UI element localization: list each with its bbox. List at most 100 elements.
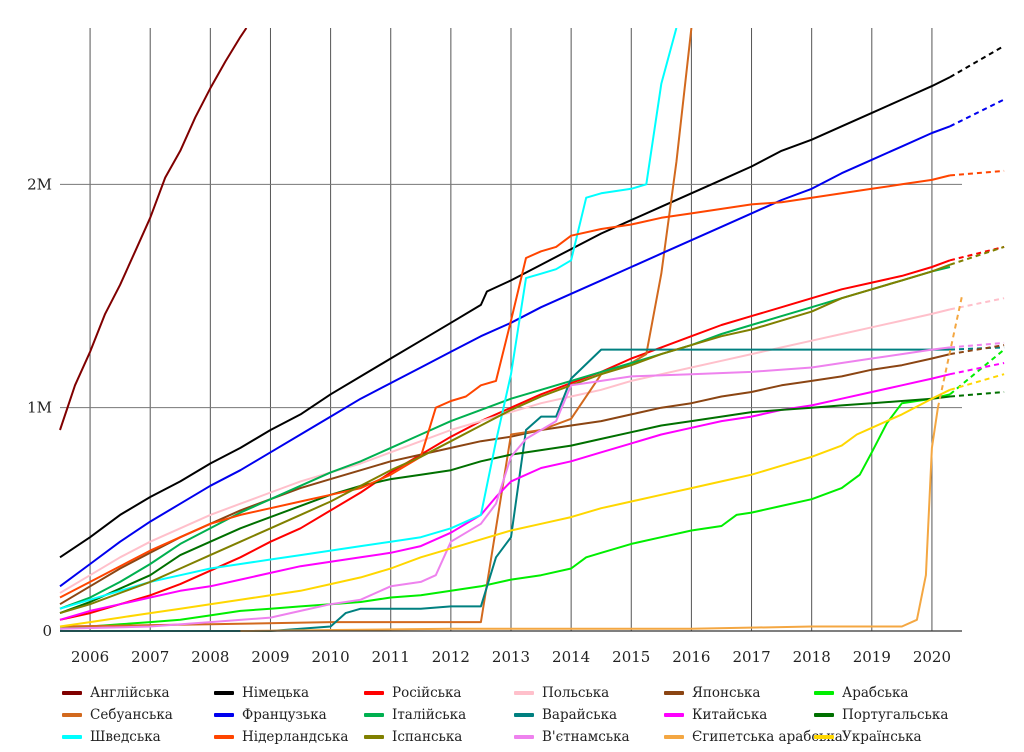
- series-line-в-єтнамська: [59, 346, 951, 630]
- series-line-російська: [59, 259, 951, 621]
- x-tick-label: 2006: [71, 648, 109, 666]
- legend-item: Нідерландська: [214, 726, 348, 748]
- y-tick-label: 0: [42, 622, 52, 640]
- legend-label: Італійська: [392, 707, 467, 723]
- legend-item: Італійська: [364, 704, 466, 726]
- legend-swatch: [514, 691, 534, 695]
- projection-line-в-єтнамська: [949, 341, 1005, 349]
- x-tick-label: 2011: [372, 648, 410, 666]
- legend-swatch: [664, 691, 684, 695]
- series-line-англійська: [59, 28, 248, 431]
- projection-line-українська: [949, 373, 1005, 391]
- legend-label: Німецька: [242, 685, 310, 701]
- axes: 2006 2007 2008 2009 2010 2011 2012 2013 2014 2015…: [27, 175, 962, 666]
- series-line-себуанська: [59, 28, 693, 628]
- legend-label: Російська: [392, 685, 462, 701]
- legend-label: Китайська: [692, 707, 768, 723]
- legend-swatch: [814, 735, 834, 739]
- legend-item: Єгипетська арабська: [664, 726, 843, 748]
- x-tick-label: 2017: [732, 648, 770, 666]
- legend-swatch: [814, 691, 834, 695]
- legend-item: Себуанська: [62, 704, 173, 726]
- legend-item: Іспанська: [364, 726, 462, 748]
- y-tick-label: 2M: [27, 175, 52, 193]
- legend-item: Арабська: [814, 682, 908, 704]
- projection-line-арабська: [949, 348, 1005, 396]
- series-line-французька: [59, 125, 951, 588]
- legend-label: Французька: [242, 707, 327, 723]
- projection-line-японська: [949, 344, 1005, 356]
- legend-swatch: [214, 735, 234, 739]
- series-lines: [59, 28, 951, 632]
- projection-lines: [936, 45, 1005, 408]
- series-line-шведська: [59, 28, 678, 610]
- projection-line-французька: [949, 98, 1005, 128]
- projection-line-португальська: [949, 391, 1005, 398]
- legend-label: Себуанська: [90, 707, 173, 723]
- legend-item: Польська: [514, 682, 609, 704]
- x-tick-label: 2009: [251, 648, 289, 666]
- legend-label: Англійська: [90, 685, 170, 701]
- legend-swatch: [514, 713, 534, 717]
- projection-line-іспанська: [949, 245, 1005, 266]
- legend-swatch: [664, 735, 684, 739]
- legend-swatch: [814, 713, 834, 717]
- legend-label: Японська: [692, 685, 761, 701]
- x-tick-label: 2016: [672, 648, 710, 666]
- series-line-нідерландська: [59, 174, 951, 599]
- legend-label: Польська: [542, 685, 610, 701]
- legend-item: Українська: [814, 726, 922, 748]
- legend-swatch: [62, 713, 82, 717]
- legend-swatch: [364, 713, 384, 717]
- legend-label: Варайська: [542, 707, 618, 723]
- legend-item: Російська: [364, 682, 461, 704]
- series-line-японська: [59, 353, 951, 606]
- legend-swatch: [62, 691, 82, 695]
- legend-item: Німецька: [214, 682, 309, 704]
- x-tick-label: 2018: [793, 648, 831, 666]
- line-chart: 2006 2007 2008 2009 2010 2011 2012 2013 2014 2015…: [27, 28, 1005, 666]
- legend-label: Португальська: [842, 707, 949, 723]
- series-line-італійська: [59, 266, 951, 610]
- legend-swatch: [364, 735, 384, 739]
- legend-item: Японська: [664, 682, 760, 704]
- projection-line-польська: [949, 297, 1005, 311]
- series-line-українська: [59, 388, 951, 628]
- legend-label: Нідерландська: [242, 729, 349, 745]
- x-tick-label: 2019: [853, 648, 891, 666]
- x-tick-label: 2014: [552, 648, 590, 666]
- legend-item: Китайська: [664, 704, 767, 726]
- legend-label: Арабська: [842, 685, 909, 701]
- series-line-арабська: [59, 393, 951, 630]
- legend-label: В'єтнамська: [542, 729, 630, 745]
- x-tick-label: 2015: [612, 648, 650, 666]
- series-line-німецька: [59, 76, 951, 559]
- x-tick-label: 2010: [312, 648, 350, 666]
- series-line-варайська: [60, 348, 950, 632]
- series-line-португальська: [59, 395, 951, 615]
- legend-swatch: [214, 691, 234, 695]
- projection-line-китайська: [949, 362, 1005, 376]
- legend-swatch: [364, 691, 384, 695]
- x-tick-label: 2008: [191, 648, 229, 666]
- legend-label: Іспанська: [392, 729, 463, 745]
- x-tick-label: 2012: [432, 648, 470, 666]
- legend-swatch: [62, 735, 82, 739]
- projection-line-єгипетська-арабська: [936, 295, 963, 408]
- projection-line-нідерландська: [949, 169, 1005, 177]
- legend-swatch: [664, 713, 684, 717]
- series-line-польська: [59, 308, 951, 594]
- legend-item: Варайська: [514, 704, 617, 726]
- legend-label: Шведська: [90, 729, 161, 745]
- x-tick-label: 2020: [913, 648, 951, 666]
- legend-label: Єгипетська арабська: [692, 729, 843, 745]
- legend-item: Англійська: [62, 682, 170, 704]
- legend-item: Португальська: [814, 704, 948, 726]
- legend-label: Українська: [842, 729, 922, 745]
- legend-swatch: [514, 735, 534, 739]
- projection-line-варайська: [949, 346, 1005, 351]
- x-tick-label: 2013: [492, 648, 530, 666]
- legend-item: В'єтнамська: [514, 726, 630, 748]
- x-tick-label: 2007: [131, 648, 169, 666]
- legend-item: Французька: [214, 704, 327, 726]
